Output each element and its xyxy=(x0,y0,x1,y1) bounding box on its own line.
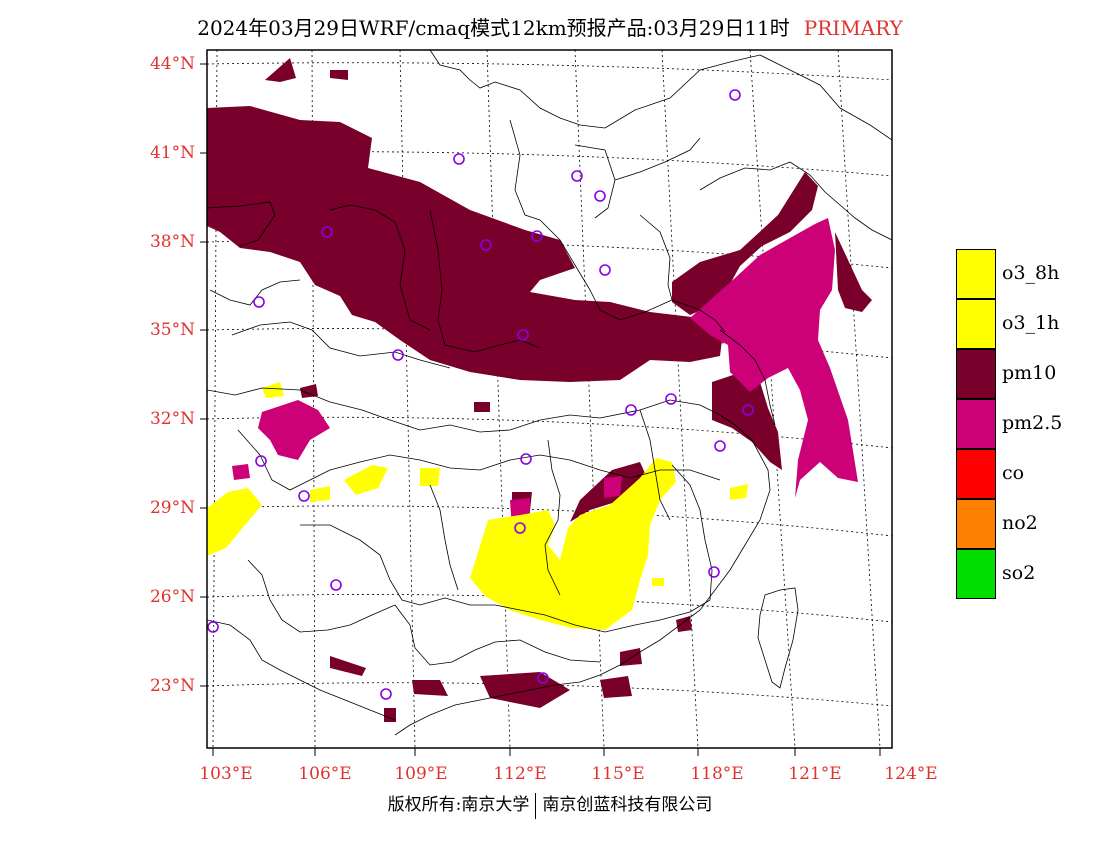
lat-label-32n: 32°N xyxy=(149,409,195,429)
lon-label-106e: 106°E xyxy=(298,764,352,784)
lon-label-103e: 103°E xyxy=(199,764,253,784)
legend-item-pm25: pm2.5 xyxy=(956,399,1100,449)
o3-region xyxy=(207,382,748,630)
legend-swatch xyxy=(956,499,996,549)
lat-label-23n: 23°N xyxy=(149,676,195,696)
lat-label-41n: 41°N xyxy=(149,143,195,163)
lon-label-124e: 124°E xyxy=(884,764,938,784)
legend-swatch xyxy=(956,449,996,499)
pm25-region xyxy=(232,218,858,530)
copyright-right: 南京创蓝科技有限公司 xyxy=(542,795,713,815)
legend-label: pm10 xyxy=(1002,362,1057,384)
lon-label-121e: 121°E xyxy=(788,764,842,784)
legend-label: so2 xyxy=(1002,562,1036,584)
copyright-left: 版权所有:南京大学 xyxy=(387,795,530,815)
legend-swatch xyxy=(956,399,996,449)
lon-label-118e: 118°E xyxy=(690,764,744,784)
legend-swatch xyxy=(956,349,996,399)
lat-label-44n: 44°N xyxy=(149,54,195,74)
map-content xyxy=(207,50,892,748)
lat-label-26n: 26°N xyxy=(149,587,195,607)
legend-label: o3_8h xyxy=(1002,262,1060,284)
boundaries xyxy=(207,50,892,736)
lat-label-29n: 29°N xyxy=(149,498,195,518)
legend-item-o3-1h: o3_1h xyxy=(956,299,1100,349)
legend-swatch xyxy=(956,549,996,599)
map-frame xyxy=(206,49,893,749)
page-title: 2024年03月29日WRF/cmaq模式12km预报产品:03月29日11时 P… xyxy=(0,12,1100,41)
legend-swatch xyxy=(956,249,996,299)
lon-label-109e: 109°E xyxy=(394,764,448,784)
legend-item-o3-8h: o3_8h xyxy=(956,249,1100,299)
title-primary-tag: PRIMARY xyxy=(803,16,903,40)
title-text: 2024年03月29日WRF/cmaq模式12km预报产品:03月29日11时 xyxy=(197,16,790,40)
axis-ticks xyxy=(200,63,881,756)
lon-label-112e: 112°E xyxy=(493,764,547,784)
station-markers xyxy=(207,89,754,700)
legend-item-pm10: pm10 xyxy=(956,349,1100,399)
footer-divider xyxy=(535,792,537,819)
copyright-footer: 版权所有:南京大学 南京创蓝科技有限公司 xyxy=(0,790,1100,819)
legend-item-no2: no2 xyxy=(956,499,1100,549)
lon-label-115e: 115°E xyxy=(591,764,645,784)
pollutant-legend: o3_8h o3_1h pm10 pm2.5 co no2 so2 xyxy=(956,249,1100,599)
legend-swatch xyxy=(956,299,996,349)
legend-item-so2: so2 xyxy=(956,549,1100,599)
legend-item-co: co xyxy=(956,449,1100,499)
legend-label: pm2.5 xyxy=(1002,412,1063,434)
legend-label: o3_1h xyxy=(1002,312,1060,334)
legend-label: no2 xyxy=(1002,512,1038,534)
lat-label-38n: 38°N xyxy=(149,232,195,252)
legend-label: co xyxy=(1002,462,1025,484)
lat-label-35n: 35°N xyxy=(149,320,195,340)
